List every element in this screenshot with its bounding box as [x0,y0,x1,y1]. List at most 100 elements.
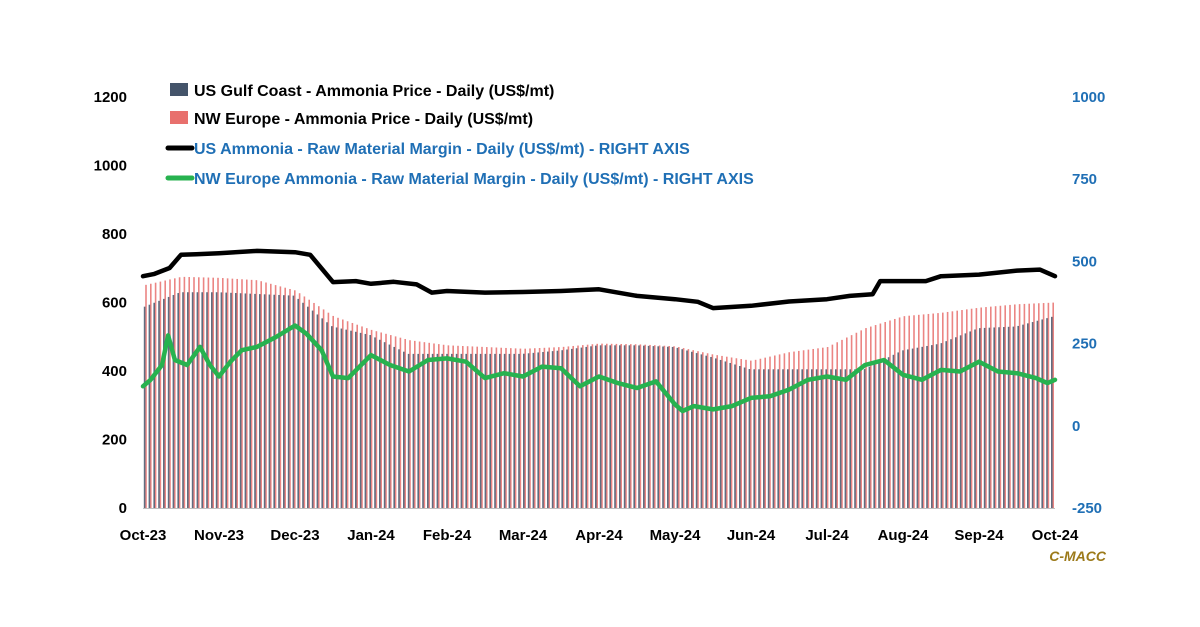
nw-europe-price-bar [212,277,214,508]
us-gulf-price-bar [811,369,813,508]
left-axis-tick-label: 800 [102,226,127,243]
us-gulf-price-bar [1017,325,1019,508]
nw-europe-price-bar [913,315,915,508]
us-gulf-price-bar [167,296,170,508]
x-axis-tick-label: Oct-24 [1032,527,1079,544]
nw-europe-price-bar [903,316,906,508]
nw-europe-price-bar [476,346,478,508]
nw-europe-price-bar [510,348,512,508]
us-gulf-price-bar [959,335,962,508]
us-gulf-price-bar [892,354,895,508]
nw-europe-price-bar [802,350,805,508]
us-gulf-price-bar [988,327,991,508]
us-gulf-price-bar [763,369,765,508]
us-gulf-price-bar [1022,324,1024,508]
us-gulf-price-bar [715,358,717,508]
us-gulf-price-bar [671,346,674,508]
us-gulf-price-bar [623,345,626,508]
nw-europe-price-bar [524,348,526,508]
us-gulf-price-bar [710,356,712,508]
left-axis-tick-label: 200 [102,432,127,449]
axis-tick-layer: 0 200 400 600 800 1000 1200 -250 0 250 500 750 1000 O… [94,89,1106,544]
nw-europe-price-bar [663,345,666,508]
nw-europe-price-bar [164,280,166,508]
us-gulf-price-bar [230,292,232,508]
right-axis-tick-label: 0 [1072,418,1080,435]
us-gulf-price-bar [907,349,909,508]
us-gulf-price-bar [427,353,429,508]
nw-europe-price-bar [889,320,891,508]
nw-europe-price-bar [572,345,574,508]
us-gulf-price-bar [446,353,448,508]
nw-europe-price-bar [774,355,776,508]
nw-europe-price-bar [442,344,445,508]
nw-europe-price-bar [202,277,205,508]
nw-europe-price-bar [462,345,464,508]
nw-europe-price-bar [682,348,685,508]
us-gulf-price-bar [494,353,496,508]
us-gulf-price-bar [964,333,967,508]
nw-europe-price-bar [644,344,646,508]
nw-europe-price-bar [260,281,262,508]
us-gulf-price-bar [599,345,602,508]
nw-europe-price-bar [879,323,882,508]
nw-europe-price-bar [390,335,392,508]
nw-europe-price-bar [942,312,944,508]
us-gulf-price-bar [753,369,755,508]
us-gulf-price-bar [551,351,554,508]
nw-europe-price-bar [610,343,613,508]
nw-europe-price-bar [620,343,622,508]
us-gulf-price-bar [302,302,304,508]
us-gulf-price-bar [379,339,381,508]
nw-europe-price-bar [831,344,834,508]
nw-europe-price-bar [174,278,176,508]
nw-europe-price-bar [294,290,296,508]
nw-europe-price-bar [159,281,162,508]
us-gulf-price-bar [350,330,352,508]
nw-europe-price-bar [658,345,661,508]
us-gulf-price-bar [455,353,458,508]
nw-europe-price-bar [1023,303,1026,508]
us-gulf-price-bar [595,345,597,508]
nw-europe-price-bar [884,322,886,508]
us-gulf-price-bar [499,353,501,508]
nw-europe-price-bar [505,347,507,508]
nw-europe-price-bar [318,306,320,508]
nw-europe-price-bar [754,359,757,508]
x-axis-tick-label: Jul-24 [805,527,849,544]
us-gulf-price-bar [983,327,986,508]
us-gulf-price-bar [916,347,919,508]
nw-europe-price-bar [1038,303,1040,508]
nw-europe-price-bar [783,353,786,508]
us-gulf-price-bar [806,369,808,508]
us-gulf-price-bar [561,350,563,508]
us-gulf-price-bar [657,346,659,508]
us-gulf-price-bar [830,369,832,508]
us-gulf-price-bar [724,361,727,508]
nw-europe-price-bar [894,318,896,508]
source-label: C-MACC [1049,548,1107,564]
nw-europe-price-bar [985,307,987,508]
us-gulf-price-bar [163,298,165,508]
us-gulf-price-bar [235,293,237,508]
nw-europe-price-bar [500,347,502,508]
us-gulf-price-bar [259,294,261,508]
nw-europe-price-bar [970,308,973,508]
us-gulf-price-bar [791,369,794,508]
nw-europe-price-bar [850,335,853,508]
us-gulf-price-bar [787,369,789,508]
nw-europe-price-bar [855,332,858,508]
nw-europe-price-bar [250,279,253,508]
nw-europe-price-bar [793,351,795,508]
nw-europe-price-bar [471,346,474,508]
nw-europe-price-bar [327,312,330,508]
nw-europe-price-bar [543,347,546,508]
us-gulf-price-bar [897,352,899,508]
nw-europe-price-bar [428,342,430,508]
x-axis-tick-label: Oct-23 [120,527,167,544]
nw-europe-price-bar [433,343,435,508]
us-gulf-price-bar [801,369,803,508]
legend-swatch-bar [170,111,188,124]
nw-europe-price-bar [217,277,219,508]
nw-europe-price-bar [980,307,982,508]
